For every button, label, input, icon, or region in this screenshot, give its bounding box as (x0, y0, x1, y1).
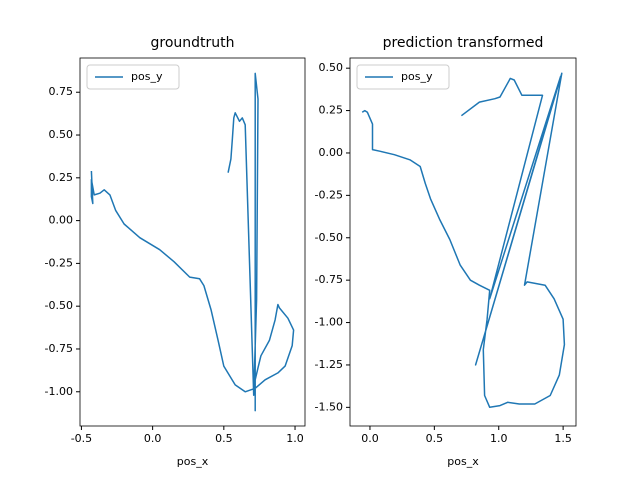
x-tick-label: -0.5 (71, 432, 92, 445)
y-tick-label: 0.00 (319, 146, 344, 159)
y-tick-label: -0.75 (45, 342, 73, 355)
subplot-title: prediction transformed (383, 35, 544, 51)
y-tick-label: -0.25 (45, 256, 73, 269)
y-tick-label: 0.50 (319, 61, 344, 74)
y-tick-label: 0.25 (319, 104, 344, 117)
y-tick-label: -1.25 (315, 358, 343, 371)
y-tick-label: -0.25 (315, 188, 343, 201)
y-tick-label: -0.75 (315, 273, 343, 286)
y-tick-label: 0.25 (49, 171, 74, 184)
x-tick-label: 0.5 (215, 432, 233, 445)
y-tick-label: -1.00 (315, 316, 343, 329)
legend-label: pos_y (401, 70, 433, 83)
x-tick-label: 1.0 (490, 432, 508, 445)
subplot-title: groundtruth (150, 35, 234, 51)
x-tick-label: 0.0 (361, 432, 379, 445)
y-tick-label: 0.50 (49, 128, 74, 141)
axes-frame (79, 57, 306, 427)
legend-box (86, 64, 180, 90)
y-tick-label: 0.00 (49, 214, 74, 227)
data-line (90, 72, 295, 412)
legend-label: pos_y (131, 70, 163, 83)
y-tick-label: -1.50 (315, 400, 343, 413)
x-tick-label: 1.0 (286, 432, 304, 445)
axes-frame (349, 57, 577, 427)
x-tick-label: 1.5 (554, 432, 572, 445)
x-tick-label: 0.0 (144, 432, 162, 445)
y-tick-label: -0.50 (45, 299, 73, 312)
x-axis-label: pos_x (177, 455, 209, 468)
legend-box (356, 64, 450, 90)
x-axis-label: pos_x (447, 455, 479, 468)
y-tick-label: -0.50 (315, 231, 343, 244)
x-tick-label: 0.5 (426, 432, 444, 445)
data-line (361, 72, 566, 409)
y-tick-label: 0.75 (49, 85, 74, 98)
y-tick-label: -1.00 (45, 385, 73, 398)
